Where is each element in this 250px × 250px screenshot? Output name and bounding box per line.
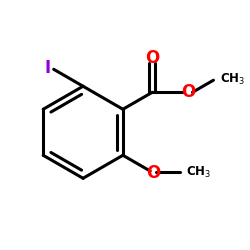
Text: O: O <box>146 164 160 182</box>
Text: O: O <box>181 83 195 101</box>
Text: CH$_3$: CH$_3$ <box>186 165 211 180</box>
Text: O: O <box>145 49 160 67</box>
Text: I: I <box>44 59 51 77</box>
Text: CH$_3$: CH$_3$ <box>220 72 244 86</box>
